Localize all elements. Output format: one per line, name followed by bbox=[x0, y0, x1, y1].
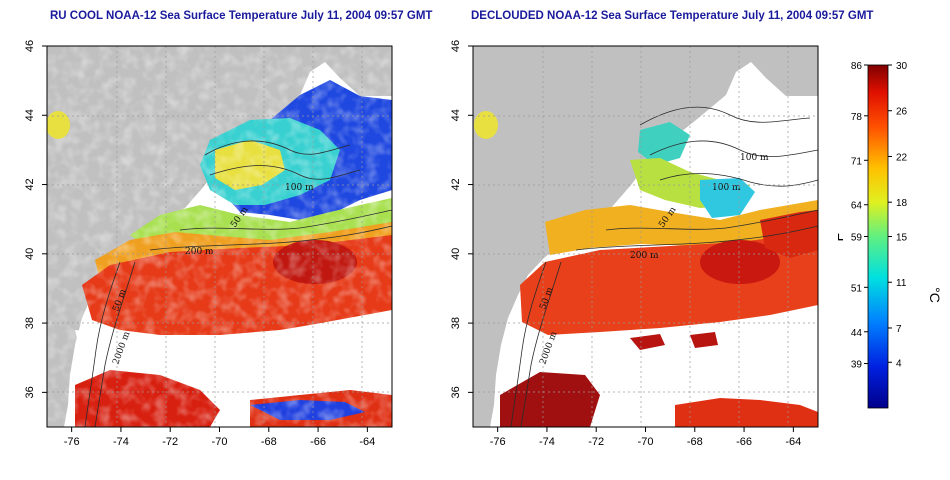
colorbar-celsius-tick-label: 18 bbox=[896, 198, 908, 209]
right-contour-label-100b: 100 m bbox=[712, 183, 741, 193]
colorbar-fahrenheit-tick-label: 78 bbox=[851, 112, 863, 123]
colorbar-celsius-tick-label: 26 bbox=[896, 107, 908, 118]
colorbar-celsius-tick-label: 4 bbox=[896, 358, 902, 369]
colorbar-fahrenheit-tick-label: 86 bbox=[851, 61, 863, 72]
left-contour-label-100: 100 m bbox=[285, 183, 314, 193]
left-axis-ticks: -76 -74 -72 -70 -68 -66 -64 46 44 42 40 38 36 bbox=[24, 40, 375, 448]
right-y-tick-label: 38 bbox=[450, 317, 462, 329]
right-y-tick-label: 42 bbox=[450, 178, 462, 190]
right-x-tick-label: -64 bbox=[785, 436, 801, 448]
left-x-tick-label: -64 bbox=[359, 436, 375, 448]
right-southern-warm bbox=[675, 398, 818, 427]
right-southern-hot bbox=[500, 372, 600, 427]
colorbar-celsius-label: °C bbox=[927, 287, 943, 303]
right-patch-1 bbox=[630, 334, 665, 350]
colorbar-fahrenheit-tick-label: 64 bbox=[851, 201, 863, 212]
left-x-tick-label: -66 bbox=[310, 436, 326, 448]
left-panel-title: RU COOL NOAA-12 Sea Surface Temperature … bbox=[50, 10, 433, 22]
right-land bbox=[473, 46, 818, 427]
right-grid bbox=[473, 46, 818, 427]
right-east-warm bbox=[760, 210, 818, 258]
temperature-colorbar: 30 26 22 18 15 11 7 4 86 78 71 64 59 51 44 39 °F °C bbox=[838, 61, 943, 409]
left-x-tick-label: -76 bbox=[64, 436, 80, 448]
left-y-tick-label: 38 bbox=[24, 317, 36, 329]
right-axis-ticks: -76 -74 -72 -70 -68 -66 -64 46 44 42 40 38 36 bbox=[450, 40, 801, 448]
colorbar-celsius-tick-label: 7 bbox=[896, 324, 902, 335]
colorbar-celsius-tick-label: 30 bbox=[896, 61, 908, 72]
left-map-panel: 100 m 50 m 200 m 50 m 2000 m -76 -74 -72 -7… bbox=[0, 0, 420, 480]
colorbar-gradient bbox=[867, 64, 889, 409]
left-map-svg: 100 m 50 m 200 m 50 m 2000 m -76 -74 -72 -7… bbox=[24, 40, 393, 448]
right-y-tick-label: 36 bbox=[450, 386, 462, 398]
right-y-tick-label: 40 bbox=[450, 248, 462, 260]
right-x-tick-label: -68 bbox=[687, 436, 703, 448]
right-x-tick-label: -72 bbox=[588, 436, 604, 448]
left-y-tick-label: 40 bbox=[24, 248, 36, 260]
right-x-tick-label: -70 bbox=[638, 436, 654, 448]
left-contour-label-200: 200 m bbox=[185, 247, 214, 257]
colorbar-fahrenheit-tick-label: 71 bbox=[851, 156, 863, 167]
right-x-tick-label: -74 bbox=[539, 436, 555, 448]
left-y-tick-label: 44 bbox=[24, 109, 36, 121]
right-sable-patch bbox=[474, 111, 498, 139]
colorbar-celsius-tick-label: 22 bbox=[896, 152, 908, 163]
colorbar-fahrenheit-tick-label: 51 bbox=[851, 283, 863, 294]
left-y-tick-label: 42 bbox=[24, 178, 36, 190]
right-y-tick-label: 44 bbox=[450, 109, 462, 121]
colorbar-fahrenheit-tick-label: 39 bbox=[851, 360, 863, 371]
colorbar-ticks: 30 26 22 18 15 11 7 4 86 78 71 64 59 51 44 39 bbox=[851, 61, 908, 371]
left-contours bbox=[84, 140, 392, 427]
left-x-tick-label: -70 bbox=[212, 436, 228, 448]
right-cyan-ring bbox=[700, 178, 755, 218]
right-contour-label-200: 200 m bbox=[630, 251, 659, 261]
left-x-tick-label: -74 bbox=[113, 436, 129, 448]
right-contours bbox=[510, 106, 818, 427]
right-x-tick-label: -66 bbox=[736, 436, 752, 448]
right-map-svg: 100 m 100 m 50 m 200 m 50 m 2000 m -76 -7… bbox=[450, 40, 819, 448]
left-y-tick-label: 36 bbox=[24, 386, 36, 398]
right-panel-title: DECLOUDED NOAA-12 Sea Surface Temperatur… bbox=[471, 10, 874, 22]
left-grid bbox=[47, 46, 392, 427]
colorbar-celsius-tick-label: 11 bbox=[896, 278, 907, 289]
colorbar-celsius-tick-label: 15 bbox=[896, 233, 908, 244]
left-x-tick-label: -68 bbox=[261, 436, 277, 448]
right-warm-eddy bbox=[700, 240, 780, 284]
right-patch-2 bbox=[690, 332, 718, 348]
colorbar-fahrenheit-tick-label: 44 bbox=[851, 328, 863, 339]
left-cloud-texture bbox=[47, 46, 392, 427]
left-y-tick-label: 46 bbox=[24, 40, 36, 52]
colorbar-fahrenheit-tick-label: 59 bbox=[851, 233, 863, 244]
right-x-tick-label: -76 bbox=[490, 436, 506, 448]
left-sable-patch bbox=[47, 111, 70, 139]
right-contour-label-100a: 100 m bbox=[740, 153, 769, 163]
left-x-tick-label: -72 bbox=[162, 436, 178, 448]
colorbar-fahrenheit-label: °F bbox=[838, 233, 846, 247]
right-y-tick-label: 46 bbox=[450, 40, 462, 52]
